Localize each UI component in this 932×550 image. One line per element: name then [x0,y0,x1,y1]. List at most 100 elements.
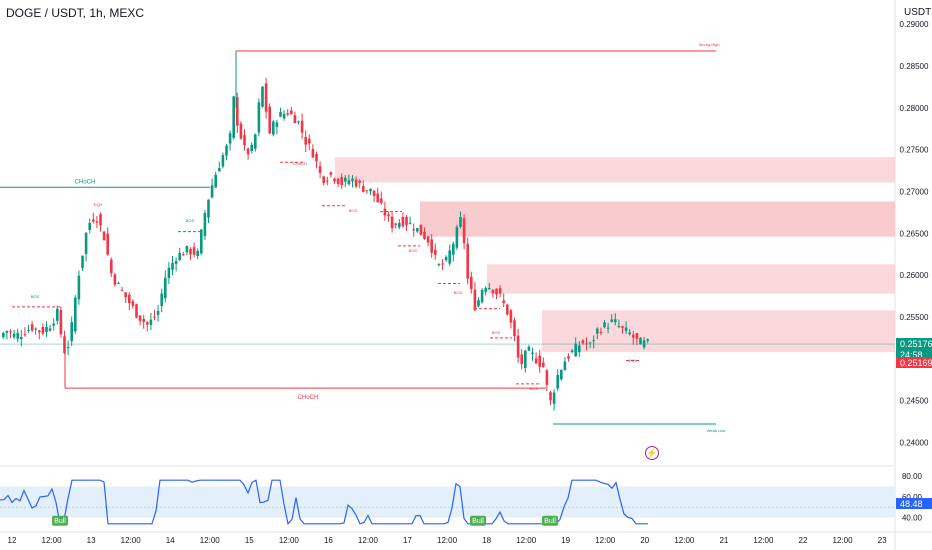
candle-body [516,335,520,358]
candle-body [329,172,333,175]
candle-body [592,340,595,342]
candle-body [30,324,34,331]
candle-body [336,178,340,185]
countdown-value: 24:58 [900,350,923,360]
candle-body [632,334,635,338]
marker-price-tag: 0.25169 [896,357,932,368]
candle-body [182,254,185,256]
candle-body [412,229,415,231]
candle-body [84,232,88,254]
rsi-value-tag: 48.48 [896,498,932,509]
candle-body [279,111,282,117]
candle-body [347,180,351,185]
candle-body [455,227,459,248]
candle-body [534,358,538,364]
candle-body [293,115,297,124]
candle-body [250,144,253,151]
candle-body [383,208,387,216]
candle-body [441,263,444,265]
time-tick-label: 20 [640,536,649,545]
candle-body [178,252,181,260]
candle-body [434,249,437,255]
candle-body [218,168,221,172]
time-tick-label: 12:00 [200,536,221,545]
candle-body [171,262,174,270]
candle-body [452,243,455,255]
bos-label: BOS [492,330,501,335]
time-tick-label: 14 [166,536,175,545]
candle-body [5,330,9,333]
candle-body [81,255,84,269]
lightning-icon[interactable]: ⚡ [645,446,659,460]
candle-body [416,228,419,232]
candle-body [149,319,153,325]
candle-body [102,231,106,241]
candle-body [599,331,603,333]
candle-body [358,180,361,183]
time-tick-label: 19 [561,536,570,545]
candle-body [45,326,48,333]
time-tick-label: 12:00 [279,536,300,545]
candle-body [459,217,462,227]
bull-badge [542,515,558,526]
candle-body [646,339,649,341]
candle-body [567,356,570,359]
candle-body [189,248,192,255]
candle-body [120,289,124,291]
candle-body [153,316,156,318]
candle-body [466,243,469,279]
candle-body [27,329,30,332]
eql-label: EQL [629,358,638,363]
choch-bottom-label: CHoCH [298,395,319,401]
candle-body [117,282,120,284]
candle-body [380,198,383,203]
time-tick-label: 23 [878,536,887,545]
candle-body [635,333,639,339]
candle-body [545,370,549,385]
candle-body [272,121,275,135]
candle-body [488,288,491,290]
candle-body [257,102,261,133]
candle-body [326,180,329,182]
candle-body [192,247,196,255]
time-tick-label: 12:00 [358,536,379,545]
candle-body [405,216,408,226]
choch-top-label: CHoCH [75,179,96,185]
candle-body [376,193,379,203]
candle-body [333,178,336,182]
candle-body [207,199,210,218]
candle-body [254,134,257,149]
candle-body [131,301,135,306]
candle-body [2,332,5,338]
eqh-label: EQH [94,202,103,207]
candle-body [138,315,142,321]
candle-body [614,319,617,323]
candle-body [401,216,405,227]
supply-zone [487,264,895,294]
candle-body [311,148,315,158]
candle-body [52,323,55,326]
candle-body [210,185,214,198]
candle-body [308,138,311,144]
rsi-value: 48.48 [900,499,923,509]
chart-title: DOGE / USDT, 1h, MEXC [6,6,145,20]
price-tick-label: 0.24000 [900,438,929,447]
candle-body [239,123,243,139]
candle-body [617,325,621,327]
time-tick-label: 17 [403,536,412,545]
candle-body [477,300,480,307]
candle-body [354,179,358,187]
bos-label: BOS [454,290,463,295]
candle-body [225,145,228,156]
candle-body [542,362,545,368]
candle-body [408,222,412,224]
candle-body [221,155,225,167]
candle-body [290,110,293,115]
candle-body [146,322,149,325]
supply-zone [542,310,895,353]
bos-label: BOS [186,218,195,223]
candle-body [480,289,484,303]
price-tick-label: 0.25500 [900,313,929,322]
candle-body [95,221,99,223]
